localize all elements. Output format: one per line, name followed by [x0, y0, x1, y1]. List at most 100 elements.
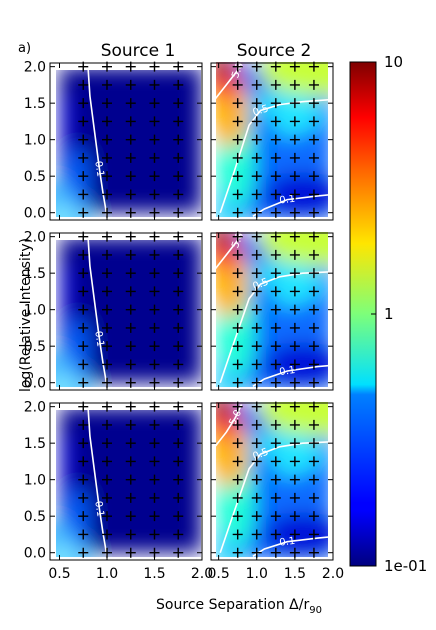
sample-marker: [125, 377, 136, 388]
sample-marker: [308, 529, 319, 540]
sample-marker: [102, 474, 112, 485]
sample-marker: [289, 249, 300, 260]
y-tick-label: 1.0: [24, 303, 46, 319]
sample-marker: [289, 171, 300, 182]
heatmap-field: [56, 410, 201, 557]
heatmap-blob: [216, 402, 233, 421]
x-tick-label: 1.0: [246, 566, 268, 582]
sample-marker: [125, 511, 136, 522]
sample-marker: [251, 438, 262, 449]
sample-marker: [149, 152, 160, 163]
sample-marker: [173, 134, 184, 145]
sample-marker: [289, 152, 300, 163]
panel-frame: [210, 62, 334, 221]
sample-marker: [78, 359, 89, 370]
sample-marker: [308, 116, 319, 127]
y-tick-label: 0.0: [24, 376, 46, 392]
y-tick-label: 0.5: [24, 339, 46, 355]
sample-marker: [270, 511, 281, 522]
sample-marker: [308, 456, 319, 467]
contour-label: 0.1: [279, 536, 296, 549]
sample-marker: [173, 171, 184, 182]
sample-marker: [149, 189, 160, 200]
heatmap-field-blur: [56, 70, 201, 217]
sample-marker: [78, 189, 89, 200]
sample-marker: [232, 359, 243, 370]
sample-marker: [270, 419, 281, 430]
sample-marker: [149, 322, 160, 333]
sample-marker: [251, 171, 262, 182]
sample-marker: [270, 529, 281, 540]
sample-marker: [149, 134, 160, 145]
sample-marker: [125, 341, 136, 352]
sample-marker: [308, 286, 319, 297]
sample-marker: [78, 116, 89, 127]
sample-marker: [149, 456, 160, 467]
sample-marker: [289, 98, 300, 109]
y-axis-label: log(Relative Intensity): [18, 238, 34, 392]
sample-marker: [308, 207, 319, 218]
contour-label: 0.1: [279, 194, 296, 207]
sample-marker: [251, 304, 262, 315]
sample-marker: [270, 134, 281, 145]
sample-marker: [289, 304, 300, 315]
sample-marker: [149, 341, 160, 352]
sample-marker: [102, 438, 112, 449]
panel-frame: [49, 232, 203, 391]
sample-marker: [289, 189, 300, 200]
sample-marker: [270, 268, 281, 279]
sample-marker: [232, 286, 243, 297]
sample-marker: [125, 171, 136, 182]
sample-marker: [173, 116, 184, 127]
sample-marker: [102, 341, 112, 352]
sample-marker: [78, 456, 89, 467]
sample-marker: [78, 171, 89, 182]
sample-marker: [289, 359, 300, 370]
sample-marker: [308, 341, 319, 352]
sample-marker: [102, 189, 112, 200]
sample-marker: [251, 419, 262, 430]
sample-marker: [308, 511, 319, 522]
sample-marker: [270, 456, 281, 467]
sample-marker: [270, 171, 281, 182]
panel-frame: [210, 232, 334, 391]
contour-line: [216, 404, 243, 447]
sample-marker: [270, 377, 281, 388]
sample-marker: [173, 189, 184, 200]
sample-marker: [149, 98, 160, 109]
sample-marker: [78, 529, 89, 540]
sample-marker: [149, 268, 160, 279]
sample-marker: [251, 79, 262, 90]
contour-line: [219, 271, 328, 383]
y-tick-label: 0.0: [24, 206, 46, 222]
heatmap-panel-2-2: 5.00.50.1: [210, 231, 334, 391]
sample-marker: [149, 286, 160, 297]
sample-marker: [78, 249, 89, 260]
panel-frame: [210, 402, 334, 561]
sample-marker: [78, 134, 89, 145]
sample-marker: [102, 304, 112, 315]
contour-line: [216, 64, 241, 100]
sample-marker: [251, 249, 262, 260]
sample-marker: [251, 529, 262, 540]
sample-marker: [125, 116, 136, 127]
sample-marker: [289, 322, 300, 333]
x-tick-label: 0.5: [48, 566, 70, 582]
sample-marker: [173, 322, 184, 333]
sample-marker: [125, 249, 136, 260]
sample-marker: [270, 98, 281, 109]
contour-line: [87, 70, 108, 217]
sample-marker: [78, 304, 89, 315]
contour-line: [252, 194, 328, 217]
sample-marker: [308, 171, 319, 182]
sample-marker: [149, 304, 160, 315]
sample-marker: [289, 492, 300, 503]
x-axis-label-subscript: 90: [309, 605, 322, 616]
sample-marker: [251, 98, 262, 109]
sample-marker: [78, 474, 89, 485]
sample-marker: [125, 134, 136, 145]
sample-marker: [149, 438, 160, 449]
sample-marker: [270, 189, 281, 200]
sample-marker: [149, 171, 160, 182]
